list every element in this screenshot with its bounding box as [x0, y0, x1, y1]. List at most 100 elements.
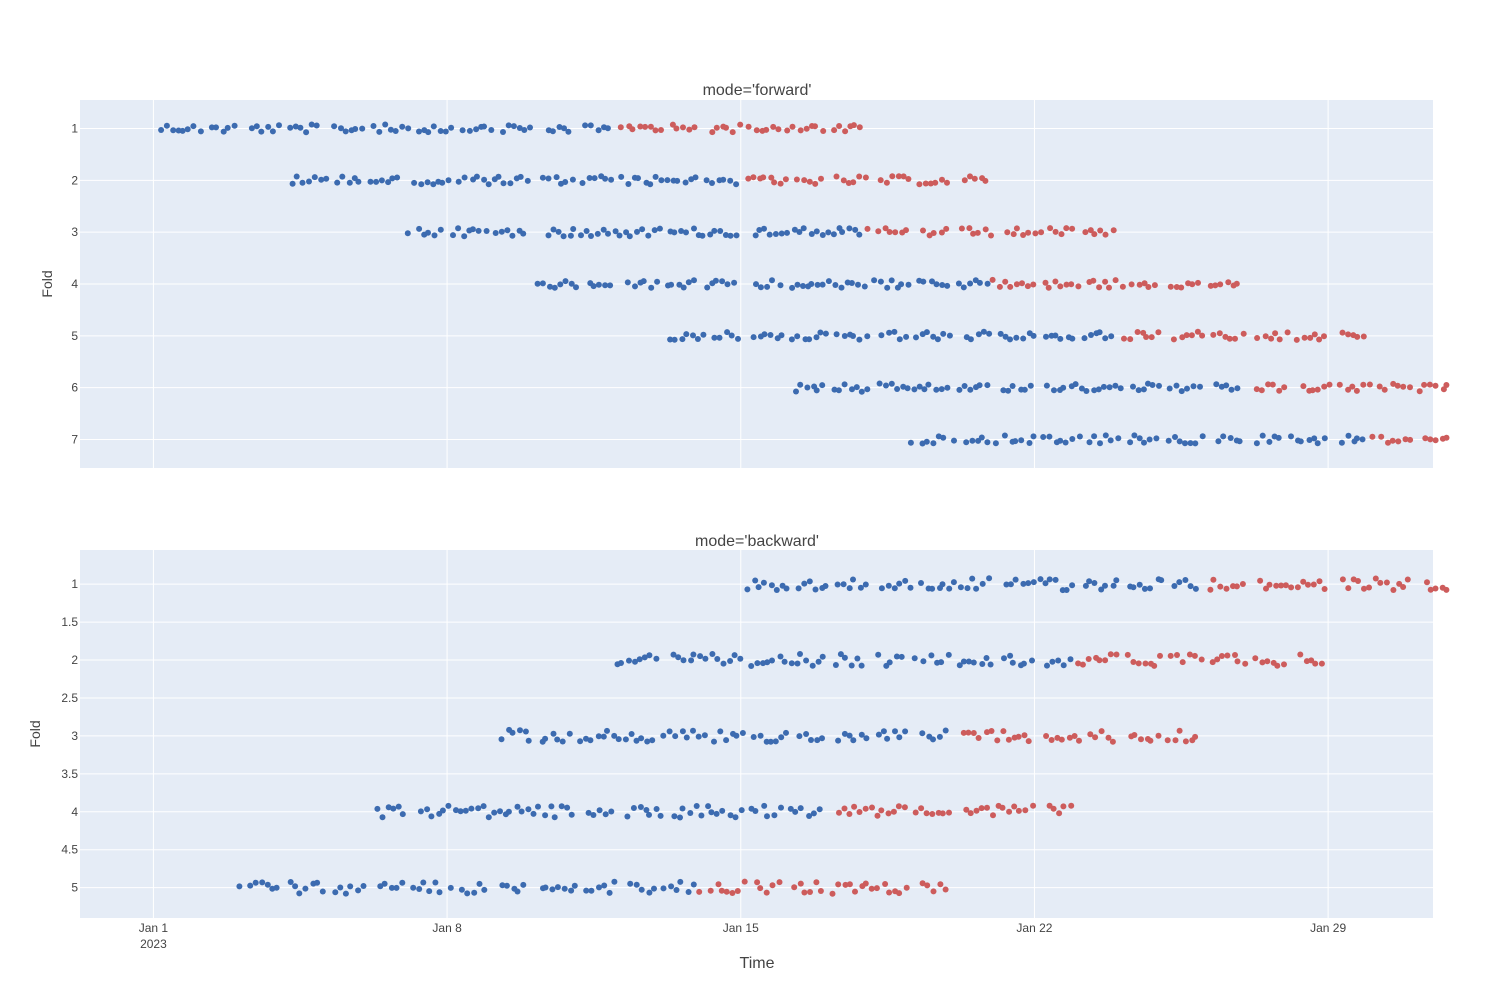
test-point-fold-1 [713, 124, 720, 131]
test-point-fold-2 [833, 173, 840, 180]
train-point-fold-1 [1171, 583, 1178, 589]
test-point-fold-5 [1121, 335, 1127, 342]
train-point-fold-5 [416, 886, 423, 892]
train-point-fold-4 [557, 281, 564, 288]
train-point-fold-5 [667, 336, 674, 343]
train-point-fold-1 [979, 580, 986, 587]
test-point-fold-2 [801, 177, 808, 184]
test-point-fold-4 [939, 810, 946, 817]
test-point-fold-3 [1066, 734, 1073, 741]
train-point-fold-3 [577, 738, 584, 745]
train-point-fold-1 [253, 123, 260, 130]
train-point-fold-4 [624, 279, 631, 286]
test-point-fold-1 [1366, 584, 1372, 591]
test-point-fold-1 [686, 126, 693, 133]
train-point-fold-3 [778, 734, 785, 741]
test-point-fold-1 [1305, 581, 1311, 588]
train-point-fold-5 [561, 885, 568, 892]
train-point-fold-1 [1082, 582, 1089, 589]
train-point-fold-4 [738, 807, 745, 814]
test-point-fold-2 [1209, 659, 1216, 666]
train-point-fold-3 [711, 738, 717, 745]
train-point-fold-3 [930, 736, 936, 743]
test-point-fold-5 [1127, 336, 1134, 343]
train-point-fold-1 [1069, 582, 1076, 589]
train-point-fold-3 [880, 728, 887, 735]
train-point-fold-5 [319, 888, 326, 895]
train-point-fold-4 [955, 280, 962, 287]
train-point-fold-5 [694, 336, 701, 342]
train-point-fold-5 [761, 331, 768, 338]
train-point-fold-2 [764, 659, 771, 666]
test-point-fold-4 [1233, 280, 1240, 287]
train-point-fold-7 [1314, 440, 1321, 447]
train-point-fold-4 [539, 280, 546, 287]
test-point-fold-3 [965, 729, 972, 736]
train-point-fold-3 [814, 737, 821, 744]
train-point-fold-2 [1009, 659, 1016, 666]
test-point-fold-1 [1300, 578, 1307, 585]
test-point-fold-5 [817, 888, 824, 894]
train-point-fold-5 [464, 890, 471, 897]
train-point-fold-1 [806, 578, 813, 585]
train-point-fold-5 [554, 884, 561, 891]
train-point-fold-3 [567, 232, 574, 239]
train-point-fold-4 [691, 277, 697, 284]
train-point-fold-7 [969, 437, 976, 444]
train-point-fold-1 [158, 127, 165, 133]
train-point-fold-7 [1253, 440, 1260, 447]
train-point-fold-1 [430, 123, 437, 130]
test-point-fold-3 [970, 230, 977, 237]
train-point-fold-5 [247, 882, 254, 889]
test-point-fold-5 [763, 889, 770, 896]
train-point-fold-7 [940, 434, 947, 441]
test-point-fold-7 [1443, 434, 1450, 441]
train-point-fold-4 [764, 283, 771, 290]
test-point-fold-4 [1015, 807, 1022, 814]
train-point-fold-2 [394, 174, 401, 181]
test-point-fold-2 [967, 173, 973, 180]
train-point-fold-5 [1102, 335, 1109, 342]
train-point-fold-4 [757, 284, 764, 291]
train-point-fold-4 [800, 283, 806, 289]
test-point-fold-6 [1265, 381, 1272, 388]
train-point-fold-5 [1013, 334, 1020, 341]
train-point-fold-1 [1091, 580, 1098, 586]
test-point-fold-2 [745, 175, 752, 182]
train-point-fold-1 [801, 580, 808, 587]
train-point-fold-4 [848, 280, 855, 286]
train-point-fold-3 [936, 733, 943, 740]
train-point-fold-3 [623, 229, 630, 236]
test-point-fold-4 [836, 809, 842, 816]
train-point-fold-4 [624, 813, 631, 820]
train-point-fold-6 [1021, 386, 1028, 393]
y-tick-label: 6 [71, 381, 78, 395]
train-point-fold-6 [888, 380, 895, 387]
train-point-fold-2 [1007, 652, 1014, 659]
train-point-fold-5 [806, 336, 813, 343]
train-point-fold-5 [788, 336, 795, 343]
y-ticks-backward: 1 1.5 2 2.5 3 3.5 4 4.5 5 [61, 577, 78, 895]
train-point-fold-1 [850, 576, 856, 583]
train-point-fold-4 [794, 281, 801, 288]
test-point-fold-4 [973, 807, 980, 814]
train-point-fold-3 [778, 230, 785, 237]
train-point-fold-2 [886, 659, 893, 666]
test-point-fold-5 [862, 880, 869, 887]
train-point-fold-2 [641, 654, 648, 661]
test-point-fold-4 [1063, 281, 1070, 288]
test-point-fold-2 [982, 177, 989, 184]
test-point-fold-5 [1301, 334, 1308, 341]
train-point-fold-4 [967, 280, 974, 287]
train-point-fold-2 [1020, 660, 1027, 667]
test-point-fold-1 [1443, 586, 1450, 593]
test-point-fold-4 [1045, 284, 1052, 291]
test-point-fold-1 [617, 124, 624, 131]
test-point-fold-5 [903, 884, 910, 891]
train-point-fold-4 [727, 812, 734, 819]
test-point-fold-4 [1189, 281, 1196, 288]
test-point-fold-4 [1068, 802, 1075, 809]
test-point-fold-3 [1105, 734, 1112, 741]
test-point-fold-3 [1025, 229, 1032, 236]
train-point-fold-6 [1156, 382, 1162, 389]
